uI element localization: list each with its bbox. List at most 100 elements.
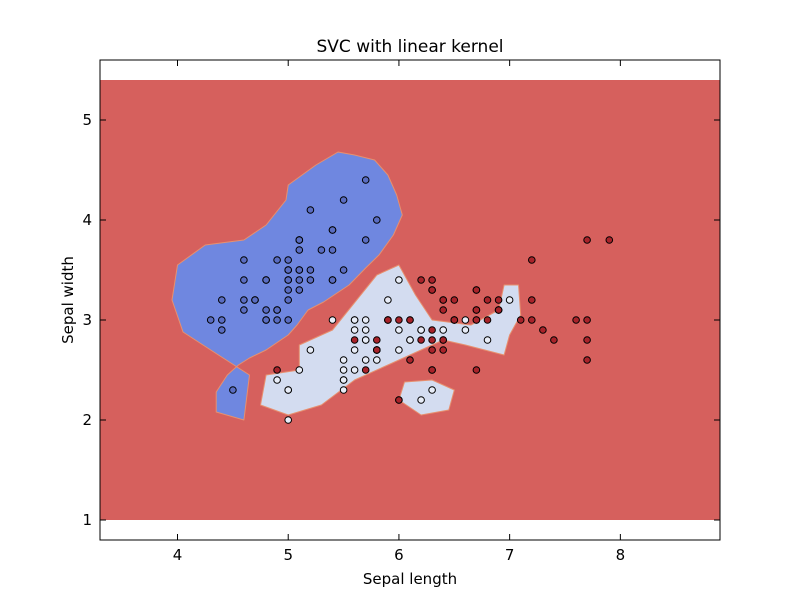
data-point-light bbox=[328, 316, 337, 324]
data-point-red bbox=[528, 256, 536, 264]
data-point-light bbox=[284, 416, 293, 424]
data-point-light bbox=[339, 376, 348, 384]
data-point-blue bbox=[240, 306, 248, 314]
y-tick-label: 5 bbox=[82, 111, 92, 129]
data-point-blue bbox=[295, 286, 304, 294]
data-point-red bbox=[428, 326, 436, 334]
data-point-light bbox=[284, 386, 293, 394]
data-point-red bbox=[384, 316, 392, 324]
x-axis-ticks: 4 5 6 7 8 bbox=[173, 60, 625, 564]
y-tick-label: 4 bbox=[82, 211, 92, 229]
data-point-light bbox=[361, 326, 370, 334]
data-point-red bbox=[406, 316, 414, 324]
data-point-blue bbox=[339, 196, 348, 204]
data-point-red bbox=[572, 316, 580, 324]
data-point-blue bbox=[306, 266, 315, 274]
data-point-red bbox=[439, 306, 448, 314]
data-point-blue bbox=[328, 226, 337, 234]
decision-region-blue bbox=[171, 151, 403, 421]
data-point-blue bbox=[317, 246, 326, 254]
data-point-blue bbox=[306, 206, 315, 214]
data-point-light bbox=[417, 326, 425, 334]
data-point-red bbox=[472, 286, 481, 294]
x-tick-label: 5 bbox=[283, 546, 293, 564]
data-point-light bbox=[505, 296, 514, 304]
data-point-blue bbox=[361, 176, 370, 184]
data-point-light bbox=[483, 336, 492, 344]
data-point-blue bbox=[273, 316, 281, 324]
data-point-blue bbox=[218, 326, 226, 334]
data-point-light bbox=[439, 326, 448, 334]
data-point-red bbox=[472, 366, 481, 374]
chart-title: SVC with linear kernel bbox=[317, 37, 504, 57]
x-axis-label: Sepal length bbox=[363, 570, 457, 588]
data-point-red bbox=[428, 286, 436, 294]
data-point-light bbox=[339, 386, 348, 394]
data-point-blue bbox=[284, 266, 293, 274]
plot-frame bbox=[99, 59, 721, 541]
data-point-blue bbox=[361, 236, 370, 244]
data-point-light bbox=[339, 366, 348, 374]
data-point-blue bbox=[295, 276, 304, 284]
data-point-light bbox=[395, 346, 403, 354]
data-point-blue bbox=[262, 306, 270, 314]
decision-region-light bbox=[260, 264, 522, 416]
data-point-light bbox=[384, 296, 392, 304]
data-point-red bbox=[428, 276, 436, 284]
data-point-red bbox=[406, 356, 414, 364]
data-point-blue bbox=[229, 386, 237, 394]
data-point-blue bbox=[273, 306, 281, 314]
data-point-blue bbox=[240, 276, 248, 284]
data-point-red bbox=[395, 396, 403, 404]
data-point-blue bbox=[206, 316, 215, 324]
data-point-blue bbox=[295, 246, 304, 254]
data-point-red bbox=[373, 336, 381, 344]
data-point-red bbox=[550, 336, 558, 344]
data-point-blue bbox=[295, 236, 304, 244]
data-point-red bbox=[494, 306, 503, 314]
y-tick-label: 1 bbox=[82, 511, 92, 529]
data-point-blue bbox=[240, 256, 248, 264]
data-point-blue bbox=[284, 296, 293, 304]
data-point-red bbox=[494, 296, 503, 304]
data-point-blue bbox=[273, 256, 281, 264]
data-point-red bbox=[361, 366, 370, 374]
scatter-points bbox=[206, 176, 614, 424]
data-point-light bbox=[417, 396, 425, 404]
data-point-blue bbox=[306, 276, 315, 284]
data-point-red bbox=[273, 366, 281, 374]
y-axis-ticks: 1 2 3 4 5 bbox=[82, 111, 720, 529]
data-point-light bbox=[361, 356, 370, 364]
data-point-red bbox=[583, 316, 591, 324]
data-point-light bbox=[306, 346, 315, 354]
data-point-blue bbox=[284, 286, 293, 294]
data-point-light bbox=[350, 366, 359, 374]
data-point-blue bbox=[218, 316, 226, 324]
data-point-light bbox=[461, 326, 470, 334]
data-point-light bbox=[395, 326, 403, 334]
data-point-blue bbox=[262, 316, 270, 324]
data-point-blue bbox=[284, 276, 293, 284]
x-tick-label: 8 bbox=[616, 546, 626, 564]
data-point-light bbox=[395, 276, 403, 284]
data-point-blue bbox=[295, 266, 304, 274]
data-point-red bbox=[350, 336, 359, 344]
y-axis-label: Sepal width bbox=[59, 256, 77, 344]
data-point-red bbox=[516, 316, 525, 324]
data-point-light bbox=[350, 346, 359, 354]
data-point-red bbox=[528, 296, 536, 304]
data-point-red bbox=[472, 306, 481, 314]
data-point-blue bbox=[251, 296, 259, 304]
x-tick-label: 4 bbox=[173, 546, 183, 564]
data-point-blue bbox=[284, 316, 293, 324]
data-point-blue bbox=[373, 216, 381, 224]
data-point-red bbox=[539, 326, 547, 334]
decision-regions bbox=[100, 80, 720, 520]
data-point-red bbox=[417, 336, 425, 344]
data-point-blue bbox=[284, 256, 293, 264]
data-point-light bbox=[350, 316, 359, 324]
data-point-light bbox=[339, 356, 348, 364]
data-point-red bbox=[428, 346, 436, 354]
data-point-light bbox=[373, 356, 381, 364]
data-point-red bbox=[472, 316, 481, 324]
